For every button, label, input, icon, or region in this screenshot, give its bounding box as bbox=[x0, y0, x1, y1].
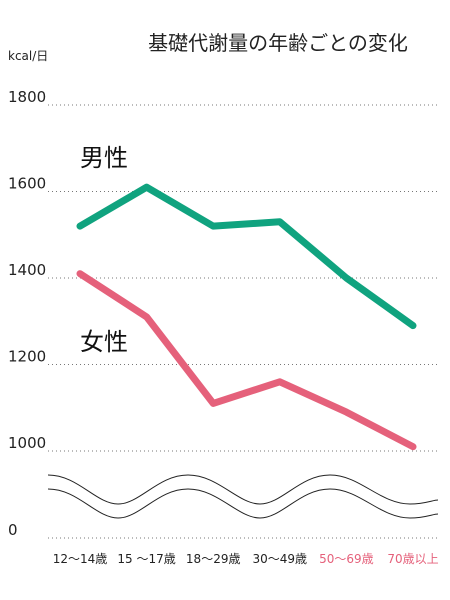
x-tick-label: 50〜69歳 bbox=[319, 552, 374, 566]
x-tick-label: 70歳以上 bbox=[387, 552, 438, 566]
series-line-male bbox=[76, 183, 417, 330]
y-tick-label: 1600 bbox=[8, 175, 46, 193]
series-label-male: 男性 bbox=[80, 144, 128, 172]
series-label-female: 女性 bbox=[80, 328, 128, 356]
y-tick-label: 1400 bbox=[8, 261, 46, 279]
x-tick-label: 15 〜17歳 bbox=[117, 552, 175, 566]
axis-break-wave-upper bbox=[47, 474, 439, 505]
y-tick-label: 1000 bbox=[8, 434, 46, 452]
series-lines bbox=[76, 183, 417, 451]
x-tick-label: 12〜14歳 bbox=[53, 552, 108, 566]
x-tick-label: 30〜49歳 bbox=[253, 552, 308, 566]
y-tick-label: 0 bbox=[8, 521, 18, 539]
grid-lines bbox=[48, 104, 438, 539]
y-tick-label: 1800 bbox=[8, 88, 46, 106]
axis-break bbox=[47, 474, 439, 519]
series-line-female bbox=[76, 270, 417, 451]
y-tick-label: 1200 bbox=[8, 348, 46, 366]
y-axis-unit: kcal/日 bbox=[8, 49, 48, 63]
chart-title: 基礎代謝量の年齢ごとの変化 bbox=[148, 31, 408, 55]
x-tick-label: 18〜29歳 bbox=[186, 552, 241, 566]
axis-break-wave-lower bbox=[47, 488, 439, 519]
x-axis-ticks: 12〜14歳 15 〜17歳 18〜29歳 30〜49歳 50〜69歳 70歳以上 bbox=[53, 552, 439, 566]
y-axis-ticks: 1800 1600 1400 1200 1000 0 bbox=[8, 88, 46, 539]
